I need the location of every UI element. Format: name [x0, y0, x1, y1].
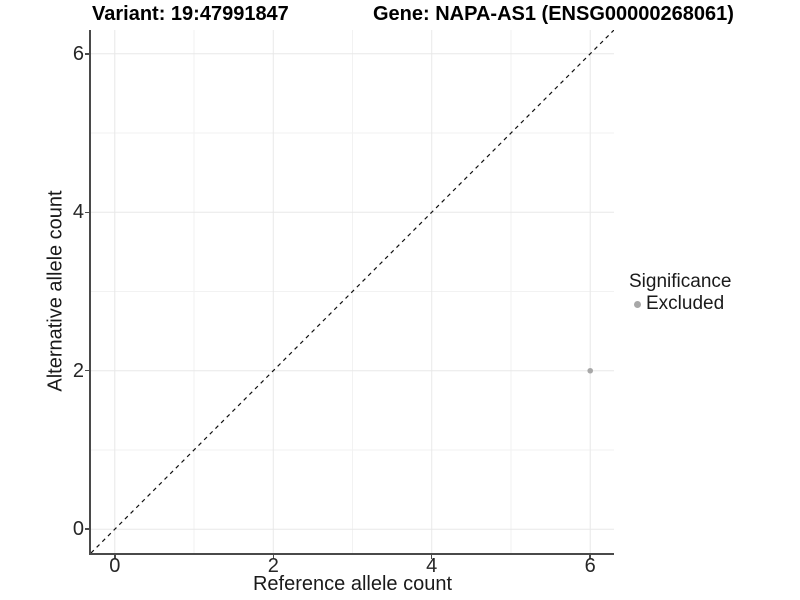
- legend-title: Significance: [629, 271, 732, 292]
- legend-item-label: Excluded: [646, 293, 725, 314]
- legend-item-excluded: Excluded: [629, 293, 731, 315]
- y-tick-mark: [85, 211, 89, 213]
- x-tick-mark: [589, 555, 591, 559]
- x-tick-label: 4: [426, 555, 438, 577]
- major-gridlines: [91, 30, 614, 553]
- identity-line: [91, 30, 614, 553]
- plot-title-variant: Variant: 19:47991847: [92, 3, 289, 25]
- x-axis-title: Reference allele count: [252, 573, 452, 595]
- plot-panel: [89, 30, 614, 555]
- x-tick-label: 2: [267, 555, 279, 577]
- y-tick-mark: [85, 53, 89, 55]
- x-tick-label: 0: [109, 555, 121, 577]
- y-tick-label: 2: [72, 359, 84, 382]
- legend-point-icon: [634, 300, 641, 308]
- data-point: [587, 367, 594, 374]
- x-tick-label: 6: [584, 555, 596, 577]
- plot-title-gene: Gene: NAPA-AS1 (ENSG00000268061): [373, 3, 734, 25]
- legend: Significance Excluded: [629, 270, 731, 315]
- data-points: [587, 367, 594, 374]
- scatter-plot-area: [91, 30, 614, 553]
- y-tick-label: 6: [72, 42, 84, 65]
- y-tick-label: 4: [72, 201, 84, 224]
- x-tick-mark: [272, 555, 274, 559]
- y-tick-mark: [85, 528, 89, 530]
- y-tick-mark: [85, 369, 89, 372]
- x-tick-mark: [114, 555, 116, 559]
- y-tick-label: 0: [72, 518, 84, 541]
- x-tick-mark: [430, 555, 433, 559]
